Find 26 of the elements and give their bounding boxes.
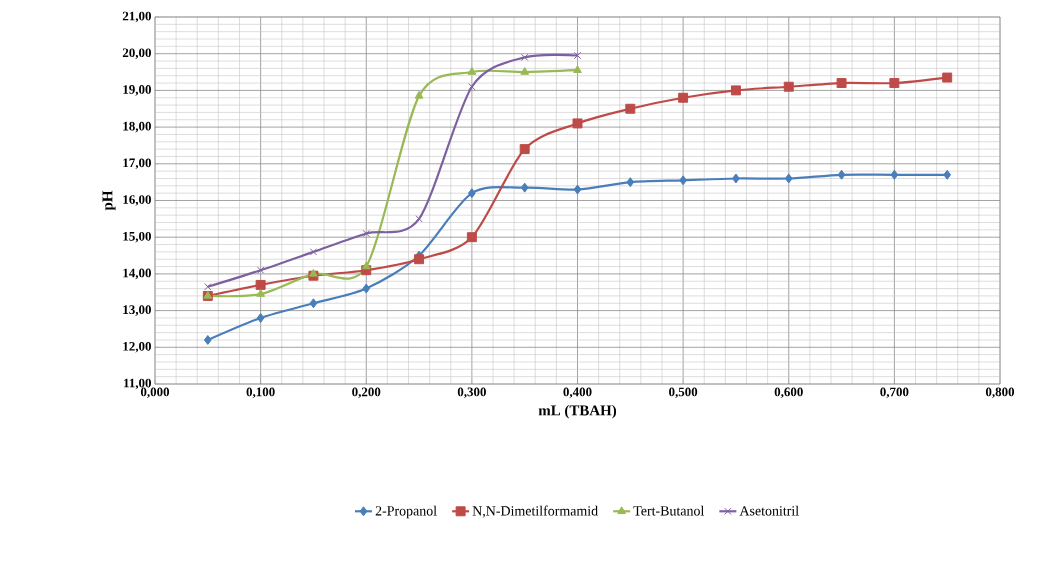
legend-label: N,N-Dimetilformamid xyxy=(472,505,598,518)
legend-label: 2-Propanol xyxy=(375,505,437,519)
x-tick-label: 0,600 xyxy=(774,387,803,399)
y-tick-label: 15,00 xyxy=(123,231,151,243)
y-tick-label: 21,00 xyxy=(122,11,151,23)
y-tick-label: 19,00 xyxy=(123,85,151,96)
y-tick-label: 13,00 xyxy=(123,305,151,316)
x-tick-label: 0,100 xyxy=(246,387,275,399)
x-tick-label: 0,300 xyxy=(457,387,486,399)
x-axis-title: mL (TBAH) xyxy=(538,404,617,419)
y-tick-label: 14,00 xyxy=(123,268,151,280)
y-tick-label: 11,00 xyxy=(124,378,151,390)
x-tick-label: 0,700 xyxy=(880,387,909,399)
y-tick-label: 20,00 xyxy=(122,48,151,59)
y-tick-label: 12,00 xyxy=(123,341,151,353)
y-tick-label: 17,00 xyxy=(123,158,151,170)
y-tick-label: 16,00 xyxy=(123,195,151,206)
x-tick-label: 0,800 xyxy=(985,387,1015,399)
y-axis-title: pH xyxy=(102,190,116,211)
x-tick-label: 0,000 xyxy=(140,387,170,399)
legend-label: Asetonitril xyxy=(739,505,799,516)
x-tick-label: 0,200 xyxy=(352,387,381,399)
x-tick-label: 0,500 xyxy=(669,387,698,399)
x-tick-label: 0,400 xyxy=(563,387,592,399)
legend-label: Tert-Butanol xyxy=(633,505,705,516)
y-tick-label: 18,00 xyxy=(123,121,151,133)
